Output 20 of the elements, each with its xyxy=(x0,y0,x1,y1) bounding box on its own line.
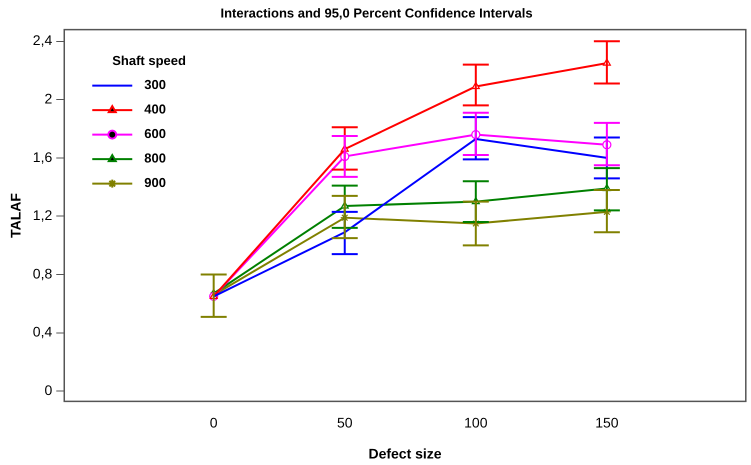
x-tick-label: 50 xyxy=(336,414,353,431)
x-tick-label: 0 xyxy=(210,414,218,431)
legend-label: 300 xyxy=(144,77,166,92)
y-tick-label: 1,6 xyxy=(32,148,52,165)
y-tick-label: 2,4 xyxy=(32,32,52,48)
y-axis-title: TALAF xyxy=(7,192,24,238)
y-tick-label: 1,2 xyxy=(32,207,52,224)
legend-label: 600 xyxy=(144,126,166,142)
y-tick-label: 2 xyxy=(44,90,52,106)
y-tick-label: 0,4 xyxy=(32,324,52,340)
legend-title: Shaft speed xyxy=(112,53,186,68)
legend-label: 900 xyxy=(144,175,166,190)
chart-title: Interactions and 95,0 Percent Confidence Intervals xyxy=(220,5,533,20)
x-tick-label: 100 xyxy=(464,414,488,431)
x-axis-title: Defect size xyxy=(368,445,442,462)
y-tick-label: 0 xyxy=(44,382,52,398)
y-tick-label: 0,8 xyxy=(32,265,52,282)
legend-label: 400 xyxy=(144,102,166,117)
x-tick-label: 150 xyxy=(595,414,619,431)
legend-label: 800 xyxy=(144,150,166,166)
